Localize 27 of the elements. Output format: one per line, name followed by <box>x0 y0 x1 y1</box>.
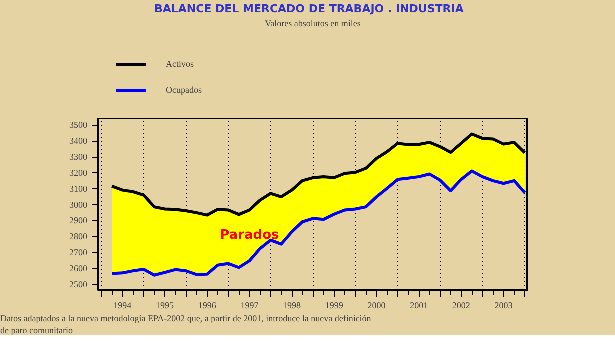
x-tick-label: 1995 <box>156 300 174 310</box>
x-tick-label: 1994 <box>114 300 132 310</box>
y-tick-label: 3100 <box>70 184 88 194</box>
y-tick-label: 2600 <box>70 264 88 274</box>
y-tick-label: 2500 <box>70 279 88 290</box>
legend-label: Activos <box>166 59 194 69</box>
x-tick-label: 1999 <box>325 300 344 310</box>
x-tick-label: 2001 <box>410 300 428 310</box>
line-series <box>110 170 526 277</box>
y-tick-label: 2700 <box>70 248 88 258</box>
x-tick-label: 2002 <box>452 300 470 310</box>
y-tick-label: 3200 <box>70 168 88 178</box>
x-tick-label: 1996 <box>198 300 217 310</box>
chart-title: BALANCE DEL MERCADO DE TRABAJO . INDUSTRIA <box>154 2 464 16</box>
y-tick-label: 2900 <box>70 216 88 226</box>
x-tick-label: 2000 <box>368 300 386 310</box>
x-tick-label: 1998 <box>283 300 302 310</box>
y-tick-label: 3400 <box>70 136 88 146</box>
x-tick-label: 1997 <box>240 300 260 310</box>
y-tick-label: 3300 <box>70 152 88 162</box>
x-tick-label: 2003 <box>494 300 514 310</box>
y-tick-label: 2800 <box>70 232 88 242</box>
legend-label: Ocupados <box>166 85 202 95</box>
annotation: Parados <box>220 228 280 244</box>
y-tick-label: 3000 <box>70 200 88 210</box>
y-tick-label: 3500 <box>70 120 88 130</box>
chart-subtitle: Valores absolutos en miles <box>265 18 362 28</box>
